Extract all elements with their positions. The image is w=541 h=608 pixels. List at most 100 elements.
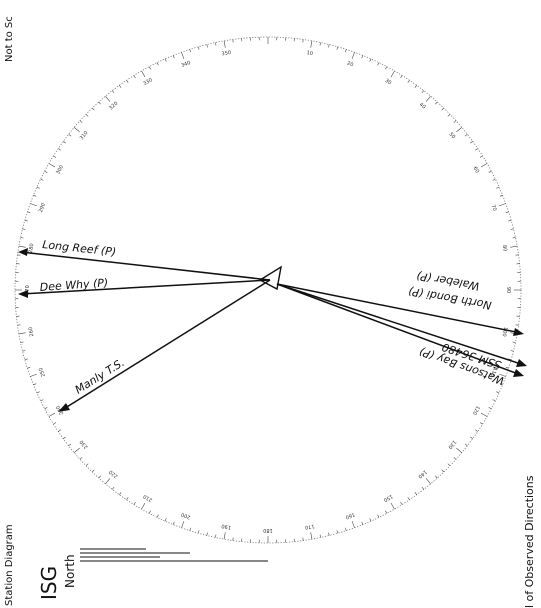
compass-tick: [390, 502, 395, 510]
compass-tick: [390, 70, 395, 78]
compass-tick: [58, 429, 61, 432]
compass-tick: [30, 203, 37, 207]
compass-degree-label: 320: [108, 101, 119, 112]
compass-tick: [510, 228, 514, 230]
compass-tick: [126, 497, 129, 500]
station-diagram-label: Station Diagram: [4, 524, 15, 606]
compass-degree-label: 310: [79, 130, 90, 141]
compass-degree-label: 200: [180, 511, 191, 520]
compass-degree-label: 30: [384, 78, 393, 86]
compass-degree-label: 180: [263, 527, 273, 533]
compass-tick: [425, 478, 431, 484]
compass-tick: [447, 463, 451, 466]
isg-label: ISG: [37, 566, 61, 600]
compass-tick: [453, 457, 457, 460]
observed-directions-fragment: l of Observed Directions: [523, 475, 536, 608]
compass-tick: [414, 85, 417, 88]
compass-tick: [206, 44, 208, 48]
compass-tick: [328, 44, 330, 48]
compass-degree-label: 230: [79, 439, 90, 450]
compass-tick: [48, 163, 56, 168]
compass-tick: [148, 510, 151, 514]
dee-why-ray: Dee Why (P): [18, 276, 271, 298]
compass-tick: [40, 399, 44, 402]
compass-tick: [27, 367, 31, 369]
compass-tick: [310, 40, 313, 48]
compass-tick: [510, 245, 518, 248]
compass-degree-label: 340: [180, 60, 191, 69]
compass-tick: [479, 422, 483, 425]
compass-degree-label: 250: [38, 367, 47, 378]
compass-tick: [480, 163, 488, 168]
compass-degree-label: 190: [221, 523, 231, 531]
compass-tick: [361, 55, 364, 59]
compass-tick: [453, 120, 457, 123]
compass-degree-label: 120: [471, 404, 481, 415]
compass-tick: [215, 42, 217, 46]
compass-tick: [369, 518, 372, 522]
compass-tick: [189, 527, 191, 531]
compass-tick: [505, 211, 509, 213]
long-reef-ray: Long Reef (P): [18, 238, 271, 281]
compass-tick: [198, 530, 200, 534]
compass-tick: [435, 101, 438, 105]
compass-tick: [435, 475, 438, 479]
compass-tick: [98, 475, 101, 479]
compass-degree-label: 20: [346, 61, 354, 69]
compass-tick: [141, 70, 146, 78]
compass-degree-label: 280: [28, 243, 36, 253]
compass-tick: [74, 127, 80, 133]
compass-tick: [126, 80, 129, 83]
compass-tick: [499, 373, 506, 377]
compass-tick: [20, 237, 24, 239]
compass-tick: [18, 245, 26, 248]
compass-tick: [181, 52, 185, 59]
compass-tick: [33, 194, 37, 197]
compass-tick: [421, 486, 425, 490]
compass-tick: [508, 358, 512, 360]
compass-degree-label: 140: [417, 468, 428, 479]
dee-why-label: Dee Why (P): [39, 276, 108, 294]
observation-rays: Long Reef (P) Dee Why (P) Manly T.S. Nor…: [18, 238, 527, 412]
compass-tick: [30, 373, 37, 377]
compass-tick: [24, 358, 28, 360]
compass-tick: [36, 186, 40, 189]
compass-tick: [156, 62, 159, 66]
compass-tick: [133, 75, 136, 79]
compass-tick: [53, 155, 57, 158]
compass-degree-label: 330: [142, 77, 153, 87]
compass-degree-label: 350: [221, 50, 231, 58]
compass-tick: [425, 96, 431, 102]
compass-tick: [456, 127, 462, 133]
compass-tick: [68, 133, 72, 137]
compass-degree-label: 150: [382, 493, 393, 503]
compass-tick: [361, 521, 364, 525]
compass-degree-label: 80: [501, 245, 508, 252]
compass-tick: [456, 447, 462, 453]
manly-ts-label: Manly T.S.: [73, 356, 127, 397]
compass-tick: [385, 66, 388, 70]
compass-tick: [475, 148, 478, 151]
compass-tick: [119, 492, 122, 495]
compass-degree-label: 170: [304, 523, 314, 531]
compass-tick: [133, 501, 136, 505]
not-to-scale-label: Not to Sc: [4, 16, 15, 62]
compass-degree-label: 210: [142, 493, 153, 503]
compass-tick: [496, 391, 500, 394]
compass-tick: [499, 203, 506, 207]
compass-tick: [111, 90, 115, 94]
compass-tick: [22, 350, 26, 352]
compass-tick: [377, 62, 380, 66]
compass-tick: [148, 66, 151, 70]
compass-tick: [407, 497, 410, 500]
compass-tick: [44, 170, 48, 173]
compass-tick: [198, 46, 200, 50]
compass-tick: [172, 521, 175, 525]
compass-tick: [510, 350, 514, 352]
compass-tick: [79, 457, 83, 460]
compass-tick: [400, 75, 403, 79]
compass-degree-labels: 10 20 30 40 50 60 70 80 90 100 110 120 130 140 150 160 1…: [25, 50, 511, 533]
compass-tick: [215, 534, 217, 538]
compass-tick: [319, 534, 321, 538]
